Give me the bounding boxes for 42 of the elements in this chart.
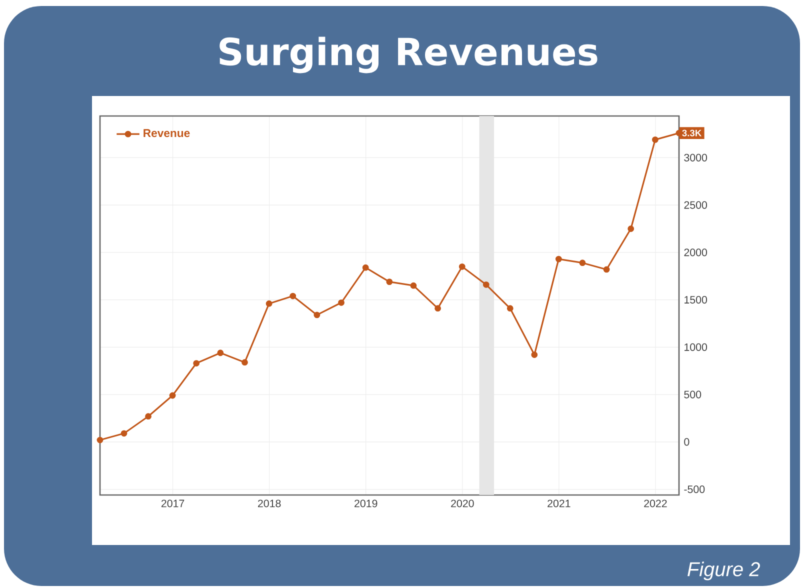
y-tick-label: 2500	[684, 201, 708, 209]
point	[193, 360, 200, 366]
caption: Figure 2	[688, 562, 760, 580]
point	[531, 352, 538, 358]
x-tick-label: 2020	[451, 500, 474, 508]
point	[338, 299, 344, 306]
y-tick-label: 2000	[684, 248, 708, 256]
point	[652, 136, 658, 143]
y-tick-label: 3000	[684, 154, 708, 162]
y-tick-label: 1500	[684, 296, 708, 304]
point	[434, 305, 442, 312]
x-tick-label: 2022	[644, 500, 667, 508]
x-tick-label: 2021	[548, 500, 570, 508]
y-tick-label: 0	[684, 438, 690, 446]
y-tick-label: -500	[684, 486, 705, 494]
point	[362, 264, 369, 271]
point	[120, 430, 128, 437]
point	[555, 256, 562, 262]
point	[506, 305, 514, 312]
point	[482, 281, 490, 288]
point	[458, 263, 466, 270]
point	[386, 278, 393, 285]
x-tick-label: 2018	[258, 500, 281, 508]
annotation: 3.3K	[682, 130, 702, 136]
point	[603, 266, 610, 273]
y-tick-label: 500	[684, 390, 702, 398]
point	[242, 359, 248, 366]
point	[628, 226, 634, 232]
point	[217, 350, 224, 356]
y-tick-label: 1000	[684, 343, 708, 351]
x-tick-label: 2019	[354, 500, 378, 508]
x-tick-label: 2017	[161, 500, 184, 508]
point	[314, 312, 320, 318]
chart-title: Surging Revenues	[220, 36, 598, 74]
point	[145, 413, 152, 420]
point	[169, 392, 176, 399]
point	[290, 292, 296, 300]
point	[96, 436, 104, 444]
point	[410, 282, 417, 289]
legend-label: Revenue	[144, 129, 190, 138]
point	[579, 260, 586, 266]
point	[266, 300, 272, 307]
